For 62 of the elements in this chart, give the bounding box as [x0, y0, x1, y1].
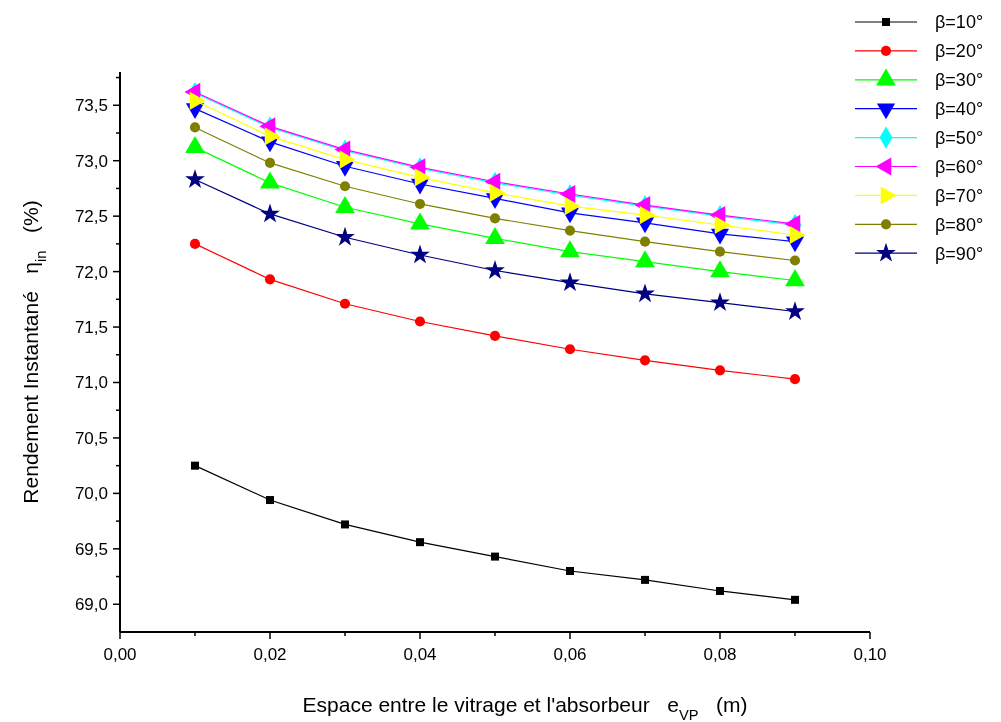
point	[185, 169, 205, 188]
y-tick-label: 71,5	[74, 318, 108, 337]
point	[339, 181, 351, 192]
y-tick-label: 72,0	[74, 262, 108, 282]
x-tick-label: 0,06	[553, 645, 587, 664]
y-tick-label: 69,0	[74, 595, 108, 615]
y-tick-label: 69,5	[74, 539, 108, 559]
point	[789, 255, 801, 266]
y-tick-label: 73,5	[74, 96, 108, 116]
legend-label: β=80°	[935, 214, 984, 235]
y-tick-label: 70,0	[74, 484, 108, 504]
point	[714, 246, 726, 257]
point	[641, 575, 649, 584]
point	[191, 461, 199, 470]
point	[560, 272, 580, 292]
point	[339, 298, 351, 309]
point	[485, 260, 505, 279]
point	[264, 157, 276, 168]
x-tick-label: 0,04	[403, 645, 437, 664]
legend-label: β=20°	[935, 41, 984, 62]
point	[639, 236, 651, 247]
legend-label: β=10°	[935, 12, 984, 33]
legend-label: β=40°	[935, 99, 984, 119]
point	[189, 122, 201, 133]
point	[710, 292, 730, 312]
x-tick-label: 0,08	[703, 645, 737, 664]
x-tick-label: 0,00	[103, 645, 137, 664]
y-tick-label: 72,5	[74, 207, 108, 227]
point	[341, 520, 349, 529]
point	[716, 586, 724, 595]
point	[491, 552, 499, 561]
x-axis-title: Espace entre le vitrage et l'absorbeur e$_{VP}$ (m)	[302, 693, 748, 722]
point	[414, 316, 426, 327]
point	[189, 238, 201, 249]
point	[264, 274, 276, 285]
y-tick-label: 73,0	[74, 151, 108, 171]
point	[639, 355, 651, 366]
point	[714, 365, 726, 376]
legend-label: β=90°	[935, 243, 984, 264]
legend-label: β=60°	[935, 156, 984, 177]
point	[416, 538, 424, 547]
point	[414, 198, 426, 210]
x-tick-label: 0,02	[253, 645, 287, 664]
legend-label: β=30°	[935, 70, 984, 91]
point	[566, 567, 574, 576]
y-tick-label: 70,5	[74, 428, 108, 448]
point	[564, 344, 576, 355]
point	[564, 225, 576, 236]
legend-label: β=70°	[935, 185, 984, 206]
point	[489, 330, 501, 341]
point	[791, 595, 799, 604]
point	[266, 496, 274, 505]
point	[335, 226, 355, 246]
point	[789, 374, 801, 385]
point	[260, 203, 280, 223]
point	[410, 244, 430, 264]
legend-label: β=50°	[935, 127, 984, 148]
point	[785, 301, 805, 320]
point	[489, 213, 501, 224]
y-tick-label: 71,0	[74, 373, 108, 393]
x-tick-label: 0,10	[853, 645, 887, 664]
point	[635, 283, 655, 303]
